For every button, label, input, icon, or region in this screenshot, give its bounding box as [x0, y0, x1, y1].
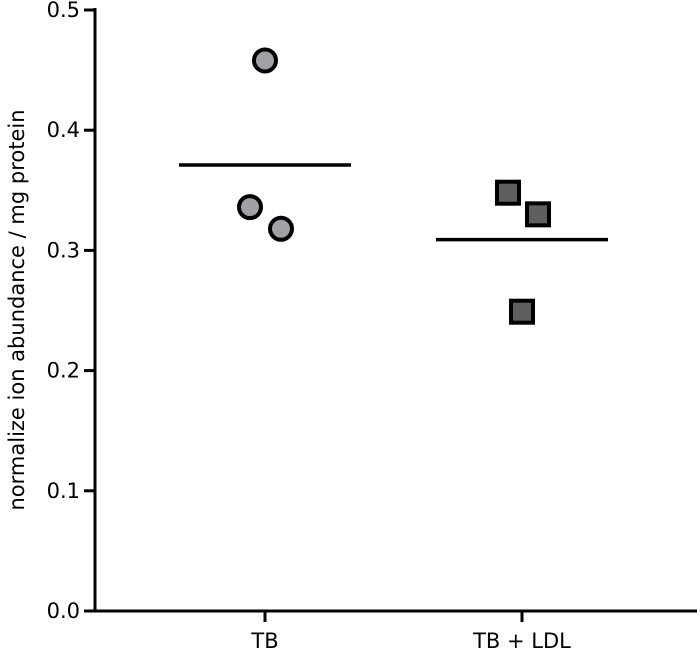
y-axis-label: normalize ion abundance / mg protein — [5, 109, 29, 510]
y-tick-label: 0.2 — [47, 359, 80, 383]
data-point-circle — [237, 194, 263, 221]
x-tick-label: TB + LDL — [472, 629, 571, 653]
y-tick-label: 0.4 — [47, 118, 80, 142]
axes: 0.0 0.1 0.2 0.3 0.4 0.5 TB TB + LDL — [47, 0, 697, 653]
y-tick-label: 0.0 — [47, 599, 80, 623]
data-point-circle — [252, 47, 278, 74]
data-point-circle — [268, 215, 294, 242]
data-marks — [179, 47, 608, 325]
y-tick-label: 0.3 — [47, 238, 80, 262]
data-point-square — [525, 201, 551, 228]
data-point-square — [495, 179, 521, 206]
data-point-square — [509, 298, 535, 325]
x-tick-label: TB — [250, 629, 278, 653]
y-tick-label: 0.5 — [47, 0, 80, 22]
y-tick-label: 0.1 — [47, 479, 80, 503]
